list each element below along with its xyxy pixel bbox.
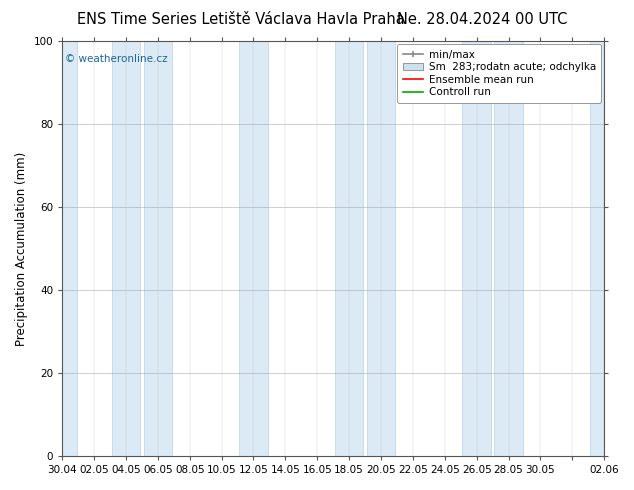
Text: Ne. 28.04.2024 00 UTC: Ne. 28.04.2024 00 UTC [397,12,567,27]
Bar [366,41,396,456]
Text: ENS Time Series Letiště Václava Havla Praha: ENS Time Series Letiště Václava Havla Pr… [77,12,404,27]
Bar [335,41,363,456]
Legend: min/max, Sm  283;rodatn acute; odchylka, Ensemble mean run, Controll run: min/max, Sm 283;rodatn acute; odchylka, … [398,44,601,102]
Bar [239,41,268,456]
Bar [590,41,619,456]
Bar [494,41,523,456]
Y-axis label: Precipitation Accumulation (mm): Precipitation Accumulation (mm) [15,151,28,346]
Bar [48,41,77,456]
Bar [112,41,140,456]
Text: © weatheronline.cz: © weatheronline.cz [65,54,167,64]
Bar [143,41,172,456]
Bar [462,41,491,456]
